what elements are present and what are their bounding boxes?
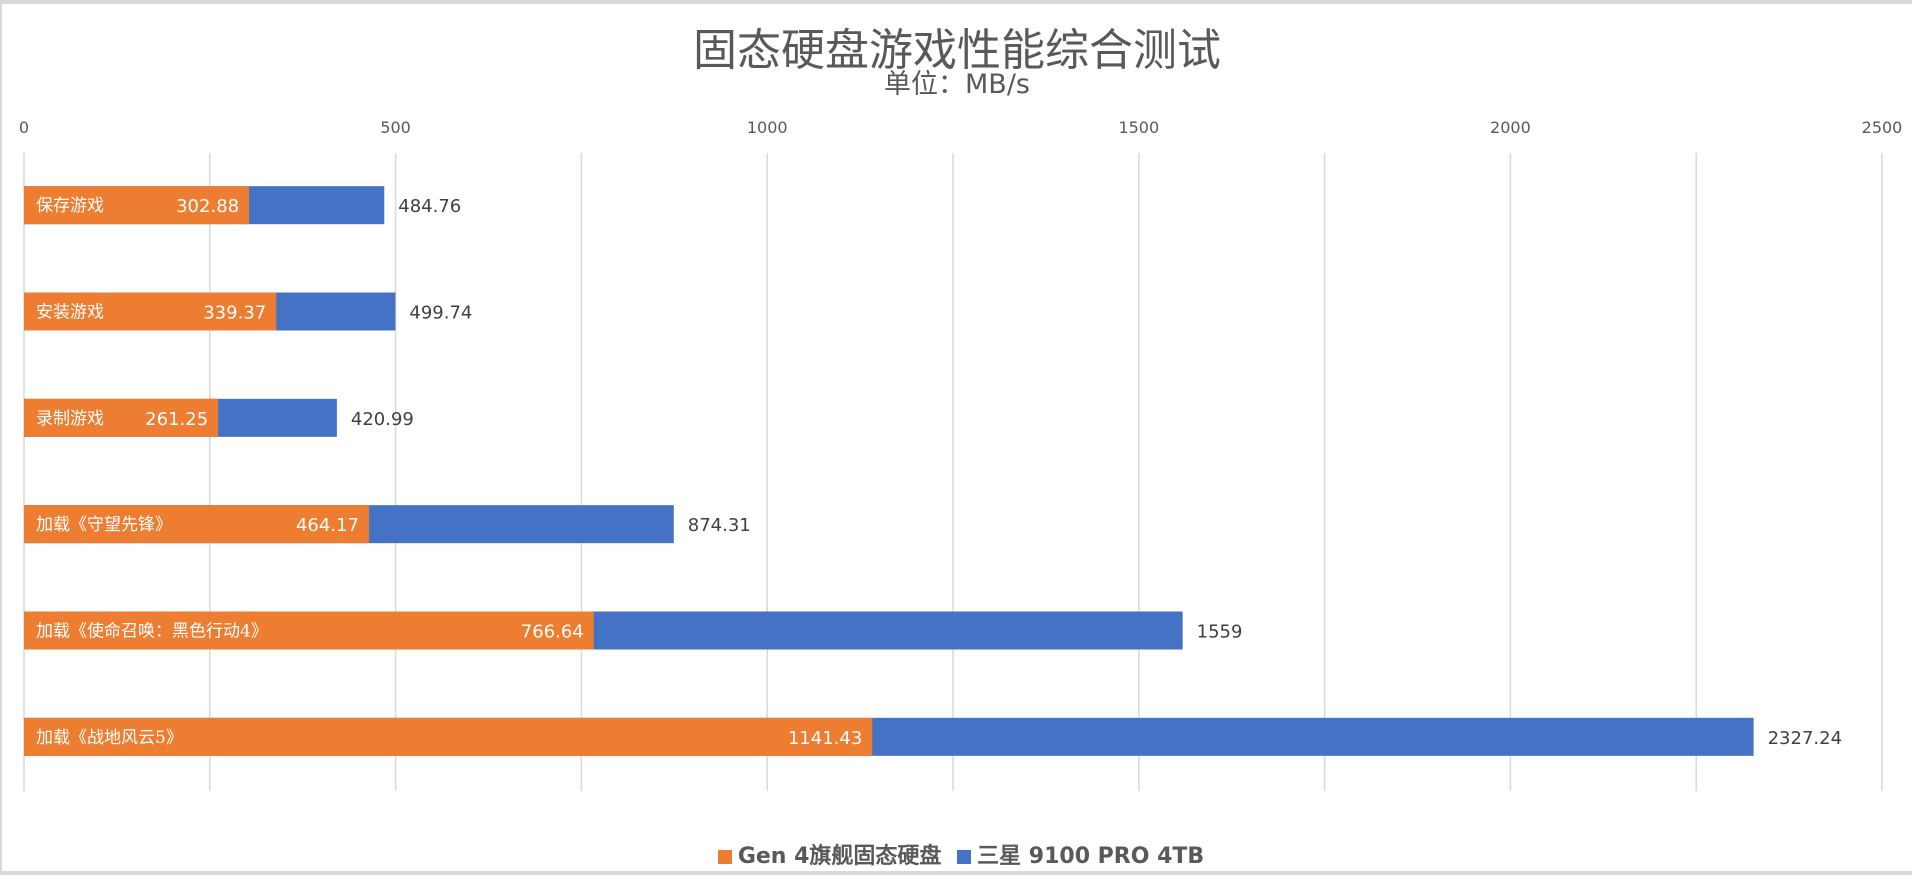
category-label: 录制游戏 [36, 409, 104, 429]
category-label: 安装游戏 [36, 303, 104, 323]
category-label: 加载《战地风云5》 [36, 728, 183, 748]
bar-gen4 [24, 611, 594, 650]
data-label-gen4: 1141.43 [788, 728, 862, 749]
data-label-samsung: 1559 [1197, 622, 1243, 643]
bar-gen4 [24, 398, 219, 437]
data-label-samsung: 499.74 [409, 303, 472, 324]
bar-gen4 [24, 292, 277, 331]
legend-label-samsung: 三星 9100 PRO 4TB [977, 844, 1205, 869]
data-label-samsung: 2327.24 [1768, 728, 1842, 749]
data-label-gen4: 261.25 [145, 409, 208, 430]
bar-gen4 [24, 505, 369, 544]
x-tick-label: 0 [19, 118, 29, 137]
x-tick-label: 2500 [1862, 118, 1903, 137]
x-tick-label: 1500 [1118, 118, 1159, 137]
legend-label-gen4: Gen 4旗舰固态硬盘 [737, 844, 942, 869]
x-tick-label: 500 [380, 118, 411, 137]
chart-title: 固态硬盘游戏性能综合测试 [693, 25, 1221, 76]
bar-gen4 [24, 717, 873, 756]
legend: Gen 4旗舰固态硬盘 三星 9100 PRO 4TB [0, 838, 1914, 870]
x-tick-label: 2000 [1490, 118, 1531, 137]
category-label: 保存游戏 [36, 196, 104, 216]
data-label-gen4: 339.37 [203, 303, 266, 324]
data-label-samsung: 420.99 [351, 409, 414, 430]
data-label-samsung: 484.76 [398, 196, 461, 217]
category-label: 加载《守望先锋》 [36, 515, 172, 535]
chart-subtitle: 单位：MB/s [884, 69, 1030, 100]
legend-swatch-gen4 [717, 850, 732, 864]
data-label-gen4: 766.64 [521, 622, 584, 643]
category-label: 加载《使命召唤：黑色行动4》 [36, 621, 268, 642]
data-label-gen4: 302.88 [176, 196, 239, 217]
legend-swatch-samsung [957, 850, 972, 864]
data-label-samsung: 874.31 [688, 515, 751, 536]
data-label-gen4: 464.17 [296, 515, 359, 536]
bar-gen4 [24, 186, 250, 225]
x-tick-label: 1000 [747, 118, 788, 137]
